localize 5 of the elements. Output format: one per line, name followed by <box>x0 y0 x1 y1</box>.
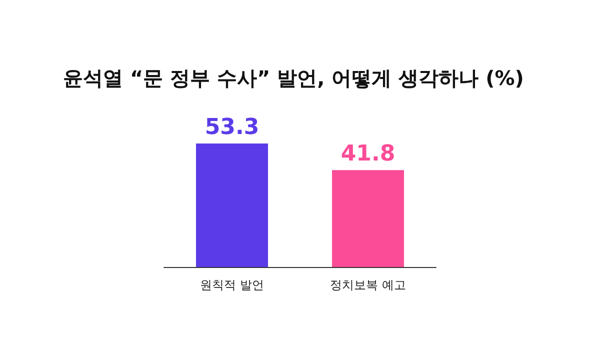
data-label: 41.8 <box>340 142 396 167</box>
chart-title: 윤석열 “문 정부 수사” 발언, 어떻게 생각하나 (%) <box>63 66 524 90</box>
x-tick-label: 원칙적 발언 <box>200 278 264 292</box>
data-label: 53.3 <box>204 115 260 140</box>
x-tick-label: 정치보복 예고 <box>330 278 406 292</box>
